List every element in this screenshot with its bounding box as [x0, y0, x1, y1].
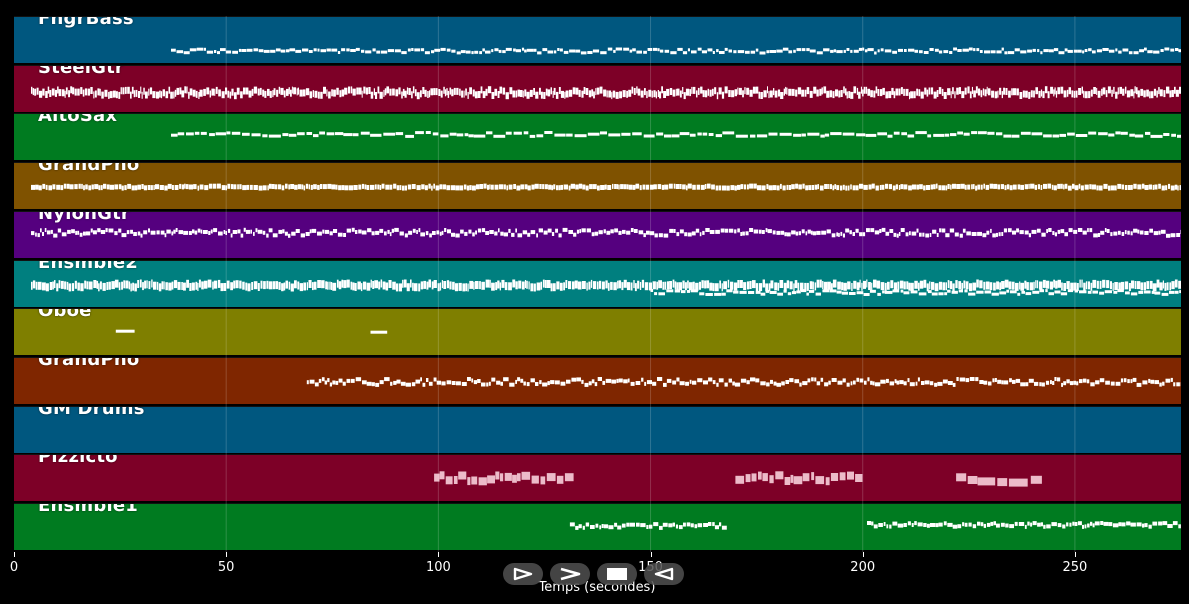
rewind-button[interactable] [644, 563, 684, 585]
forward-button[interactable] [550, 563, 590, 585]
tick-mark [438, 552, 440, 557]
rewind-outline-icon [654, 567, 674, 581]
forward-chevron-icon [560, 567, 581, 581]
track-lane[interactable]: Pizzicto [14, 454, 1181, 502]
track-label: GM Drums [38, 405, 145, 419]
stop-button[interactable] [597, 563, 637, 585]
track-label: Ensmble2 [38, 259, 138, 273]
playback-controls [503, 563, 684, 585]
track-lane[interactable]: GM Drums [14, 405, 1181, 453]
play-outline-icon [513, 567, 533, 581]
tick-mark [14, 552, 15, 557]
tick-mark [226, 552, 228, 557]
tick-mark [862, 552, 864, 557]
tick-mark [1074, 552, 1076, 557]
track-lane[interactable]: Ensmble2 [14, 259, 1181, 307]
track-lane[interactable]: SteelGtr [14, 64, 1181, 112]
track-lane[interactable]: GrandPno [14, 162, 1181, 210]
track-label: Pizzicto [38, 454, 118, 468]
tick-label: 50 [217, 560, 235, 575]
play-button[interactable] [503, 563, 543, 585]
track-lane[interactable]: NylonGtr [14, 210, 1181, 258]
stop-icon [607, 568, 627, 580]
track-lane[interactable]: GrandPno [14, 356, 1181, 404]
track-label: GrandPno [38, 356, 140, 370]
track-lanes: FngrBass SteelGtr AltoSax GrandPno NylonGtr E… [14, 16, 1181, 552]
tick-label: 200 [850, 560, 876, 575]
tick-label: 100 [425, 560, 451, 575]
track-lane[interactable]: Oboe [14, 308, 1181, 356]
track-label: AltoSax [38, 113, 118, 127]
track-label: NylonGtr [38, 210, 131, 224]
tick-mark [650, 552, 652, 557]
track-label: FngrBass [38, 16, 134, 29]
track-lane[interactable]: Ensmble1 [14, 503, 1181, 550]
track-label: Ensmble1 [38, 503, 138, 516]
tick-label: 0 [9, 560, 19, 575]
track-lane[interactable]: FngrBass [14, 16, 1181, 63]
track-lane[interactable]: AltoSax [14, 113, 1181, 161]
track-label: SteelGtr [38, 64, 125, 78]
tick-label: 250 [1062, 560, 1088, 575]
track-label: Oboe [38, 308, 92, 322]
track-label: GrandPno [38, 162, 140, 176]
